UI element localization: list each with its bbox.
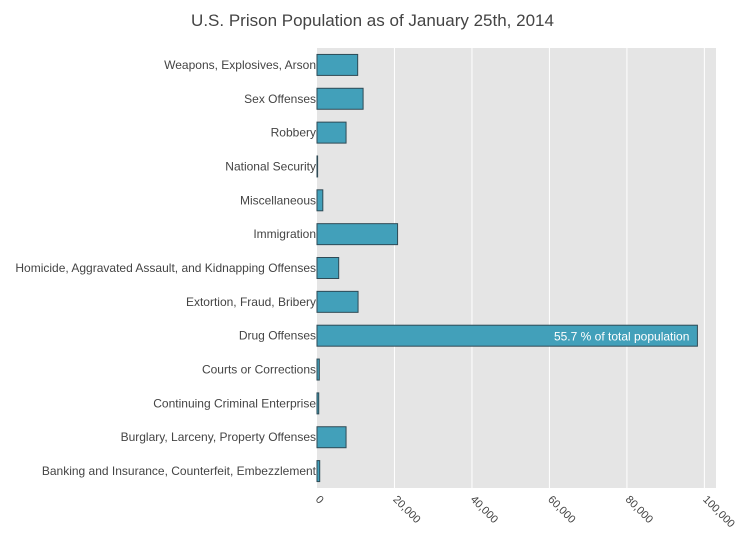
bar <box>316 257 340 279</box>
annotations: 55.7 % of total population <box>554 330 689 344</box>
x-tick-label: 40,000 <box>468 494 500 526</box>
category-label: Miscellaneous <box>240 193 316 207</box>
bar <box>316 87 364 110</box>
bar <box>316 392 320 415</box>
category-label: Weapons, Explosives, Arson <box>164 58 316 72</box>
category-label: Banking and Insurance, Counterfeit, Embe… <box>42 464 317 478</box>
bar <box>316 324 698 347</box>
category-labels: Weapons, Explosives, Arson Sex Offenses Ro… <box>15 58 316 478</box>
bar <box>316 155 319 178</box>
category-label: Courts or Corrections <box>202 363 316 377</box>
bar <box>316 53 359 76</box>
x-tick-label: 60,000 <box>545 494 577 526</box>
x-tick-label: 0 <box>313 494 326 507</box>
x-tick-labels: 0 20,000 40,000 60,000 80,000 100,000 <box>313 494 737 531</box>
category-label: Burglary, Larceny, Property Offenses <box>121 430 316 444</box>
chart-title: U.S. Prison Population as of January 25t… <box>191 11 554 30</box>
bar <box>316 460 321 483</box>
x-tick-label: 80,000 <box>623 494 655 526</box>
category-label: Continuing Criminal Enterprise <box>153 396 316 410</box>
category-label: Sex Offenses <box>244 92 316 106</box>
x-tick-label: 100,000 <box>700 494 737 531</box>
category-label: National Security <box>225 159 316 173</box>
category-label: Drug Offenses <box>239 329 316 343</box>
category-label: Immigration <box>253 227 316 241</box>
plot-background <box>317 48 716 488</box>
category-label: Extortion, Fraud, Bribery <box>186 295 316 309</box>
bar <box>316 426 347 449</box>
bar <box>316 358 320 381</box>
bar <box>316 189 324 212</box>
category-label: Homicide, Aggravated Assault, and Kidnap… <box>15 261 316 275</box>
bars <box>316 53 698 483</box>
bar <box>316 223 399 246</box>
bar <box>316 121 347 144</box>
category-label: Robbery <box>271 126 316 140</box>
grid-lines <box>393 48 705 488</box>
bar <box>316 290 359 313</box>
bar-annotation: 55.7 % of total population <box>554 330 689 344</box>
x-tick-label: 20,000 <box>390 494 422 526</box>
